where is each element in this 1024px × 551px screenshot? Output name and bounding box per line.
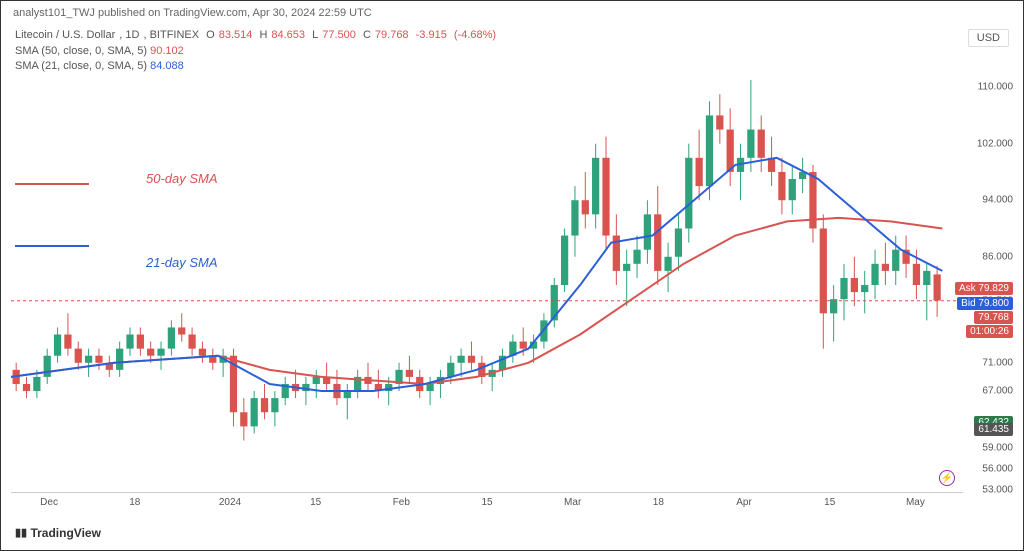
- publish-info: published on TradingView.com, Apr 30, 20…: [98, 7, 372, 19]
- symbol-row: Litecoin / U.S. Dollar, 1D, BITFINEX O83…: [15, 29, 500, 41]
- y-tick: 71.000: [982, 357, 1013, 368]
- y-tick: 94.000: [982, 195, 1013, 206]
- symbol-exchange: BITFINEX: [150, 29, 200, 41]
- y-tick: 86.000: [982, 251, 1013, 262]
- sma21-indicator: SMA (21, close, 0, SMA, 5) 84.088: [15, 60, 184, 72]
- x-tick: 15: [824, 497, 835, 508]
- ohlc-c: 79.768: [375, 29, 409, 41]
- price-badge: Ask 79.829: [955, 282, 1013, 295]
- ohlc-l: 77.500: [322, 29, 356, 41]
- x-tick: Feb: [393, 497, 410, 508]
- x-tick: Mar: [564, 497, 581, 508]
- price-badge: 79.768: [974, 311, 1013, 324]
- ohlc-o-label: O: [206, 29, 215, 41]
- x-tick: Dec: [40, 497, 58, 508]
- ohlc-change-pct: (-4.68%): [454, 29, 496, 41]
- sma50-value: 90.102: [150, 45, 184, 57]
- sma21-value: 84.088: [150, 60, 184, 72]
- ohlc-o: 83.514: [219, 29, 253, 41]
- ohlc-h: 84.653: [271, 29, 305, 41]
- sma21-legend-line: [15, 245, 89, 247]
- publish-header: analyst101_TWJ published on TradingView.…: [13, 7, 372, 19]
- author: analyst101_TWJ: [13, 7, 95, 19]
- price-badge: Bid 79.800: [957, 297, 1013, 310]
- sma50-legend-line: [15, 183, 89, 185]
- y-tick: 67.000: [982, 386, 1013, 397]
- sma21-label: SMA (21, close, 0, SMA, 5): [15, 60, 147, 72]
- price-badge: 01:00:26: [966, 325, 1013, 338]
- sma50-indicator: SMA (50, close, 0, SMA, 5) 90.102: [15, 45, 184, 57]
- ohlc-l-label: L: [312, 29, 318, 41]
- y-tick: 56.000: [982, 463, 1013, 474]
- x-axis: Dec 18 2024 15 Feb 15 Mar 18 Apr 15 May: [11, 492, 963, 512]
- ohlc-h-label: H: [259, 29, 267, 41]
- symbol-interval: 1D: [125, 29, 139, 41]
- y-tick: 110.000: [978, 82, 1013, 93]
- x-tick: 15: [310, 497, 321, 508]
- ohlc-c-label: C: [363, 29, 371, 41]
- sma50-annotation: 50-day SMA: [146, 171, 218, 186]
- footer-logo: ▮▮ TradingView: [15, 526, 101, 540]
- x-tick: 18: [653, 497, 664, 508]
- chart-area[interactable]: [11, 73, 963, 490]
- sma50-label: SMA (50, close, 0, SMA, 5): [15, 45, 147, 57]
- currency-pill[interactable]: USD: [968, 29, 1009, 47]
- x-tick: 2024: [219, 497, 241, 508]
- chart-container: analyst101_TWJ published on TradingView.…: [0, 0, 1024, 551]
- y-tick: 59.000: [982, 442, 1013, 453]
- flash-icon[interactable]: ⚡: [939, 470, 955, 486]
- x-tick: 15: [481, 497, 492, 508]
- y-tick: 53.000: [982, 485, 1013, 496]
- symbol-name: Litecoin / U.S. Dollar: [15, 29, 115, 41]
- price-badge: 61.435: [974, 423, 1013, 436]
- x-tick: 18: [129, 497, 140, 508]
- sma21-annotation: 21-day SMA: [146, 255, 218, 270]
- chart-svg: [11, 73, 963, 490]
- ohlc-change: -3.915: [416, 29, 447, 41]
- x-tick: May: [906, 497, 925, 508]
- y-tick: 102.000: [977, 138, 1013, 149]
- x-tick: Apr: [736, 497, 752, 508]
